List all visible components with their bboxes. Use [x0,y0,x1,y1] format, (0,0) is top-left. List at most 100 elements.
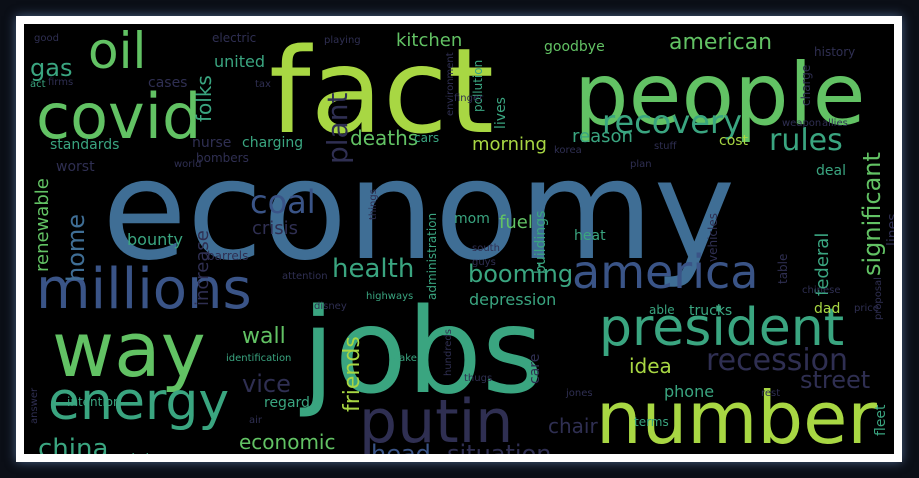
word-answer: answer [29,387,40,424]
word-terms: terms [634,415,669,429]
word-table: table [776,253,790,284]
word-act: act [30,79,46,90]
word-friends: friends [340,336,365,412]
word-air: air [249,415,263,426]
word-people: people [574,45,866,145]
word-regard: regard [264,395,310,411]
word-street: street [800,366,871,394]
word-identification: identification [226,353,292,364]
word-vehicles: vehicles [706,213,720,262]
word-china: china [38,434,109,454]
word-finger: finger [454,93,484,104]
word-tax: tax [255,79,271,90]
word-deaths: deaths [350,126,419,150]
word-weapon: weapon [782,118,822,129]
word-millions: millions [36,257,252,322]
word-home: home [62,213,90,282]
word-plan: plan [630,159,652,170]
word-playing: playing [324,35,361,46]
word-chair: chair [548,414,598,438]
word-putin: putin [359,387,514,454]
word-plant: plant [321,92,354,164]
word-cloud: economy fact jobs people covid way number milli… [24,24,894,454]
word-electric: electric [212,31,257,45]
word-folks: folks [192,75,216,122]
word-buildings: buildings [533,210,549,274]
word-trucks: trucks [689,303,733,319]
word-energy: energy [48,372,230,432]
word-worst: worst [56,159,95,175]
word-lines: lines [885,213,894,246]
word-fact: fact [269,24,494,160]
word-health: health [332,254,415,284]
word-economic: economic [239,430,336,454]
word-allies: allies [822,118,848,129]
word-chinese: chinese [802,285,841,296]
word-proposal: proposal [873,277,884,320]
word-president: president [599,298,845,358]
word-firms: firms [48,77,74,88]
word-oil: oil [88,24,147,80]
word-depression: depression [469,290,557,309]
word-able: able [649,303,675,317]
word-intention: intention [67,395,121,409]
word-recovery: recovery [602,103,743,141]
word-dad: dad [814,301,841,317]
word-korea: korea [554,145,582,156]
word-bounty: bounty [127,230,183,249]
word-rest: rest [761,388,781,399]
white-border: economy fact jobs people covid way number milli… [16,16,902,462]
word-charging: charging [242,135,304,151]
word-south: south [472,243,500,254]
word-hundreds: hundreds [443,329,454,376]
word-thugs: thugs [464,373,493,384]
word-cases: cases [148,75,188,91]
word-fuel: fuel [499,212,533,233]
word-increase: increase [192,230,213,306]
word-situation: situation [447,440,552,454]
word-significant: significant [858,152,886,276]
word-covid: covid [36,80,202,153]
word-nurse: nurse [192,135,232,151]
word-things: things [368,189,379,220]
word-morning: morning [472,134,547,155]
word-administration: administration [425,212,439,300]
word-number: number [596,376,878,454]
word-jobs: jobs [302,282,544,420]
word-world: world [174,159,202,170]
word-highways: highways [366,291,414,302]
word-pollution: pollution [471,59,485,112]
word-jones: jones [566,388,593,399]
word-stuff: stuff [654,141,677,152]
word-history: history [814,45,856,59]
word-rules: rules [769,123,843,158]
word-bombers: bombers [196,151,249,165]
word-goodbye: goodbye [544,39,605,55]
word-charge: charge [799,64,813,106]
word-environment: environment [445,52,456,116]
word-recession: recession [706,343,849,378]
word-reason: reason [572,126,633,147]
word-guys: guys [472,257,496,268]
word-crisis: crisis [252,218,299,239]
word-way: way [52,305,206,394]
word-stake: stake [390,353,417,364]
word-mom: mom [454,211,490,227]
word-phone: phone [664,382,715,401]
word-deal: deal [816,163,846,179]
word-america: america [572,245,759,299]
word-care: care [527,353,543,384]
word-booming: booming [468,260,574,288]
word-fleet: fleet [873,404,889,436]
word-gas: gas [30,54,73,82]
word-lives: lives [493,97,509,129]
word-standards: standards [50,137,120,153]
word-disney: disney [314,301,347,312]
word-head: head [371,440,431,454]
word-cost: cost [719,133,749,149]
word-kitchen: kitchen [396,30,463,51]
word-heat: heat [574,228,606,244]
word-economy: economy [102,130,736,291]
word-states: states [124,452,167,454]
